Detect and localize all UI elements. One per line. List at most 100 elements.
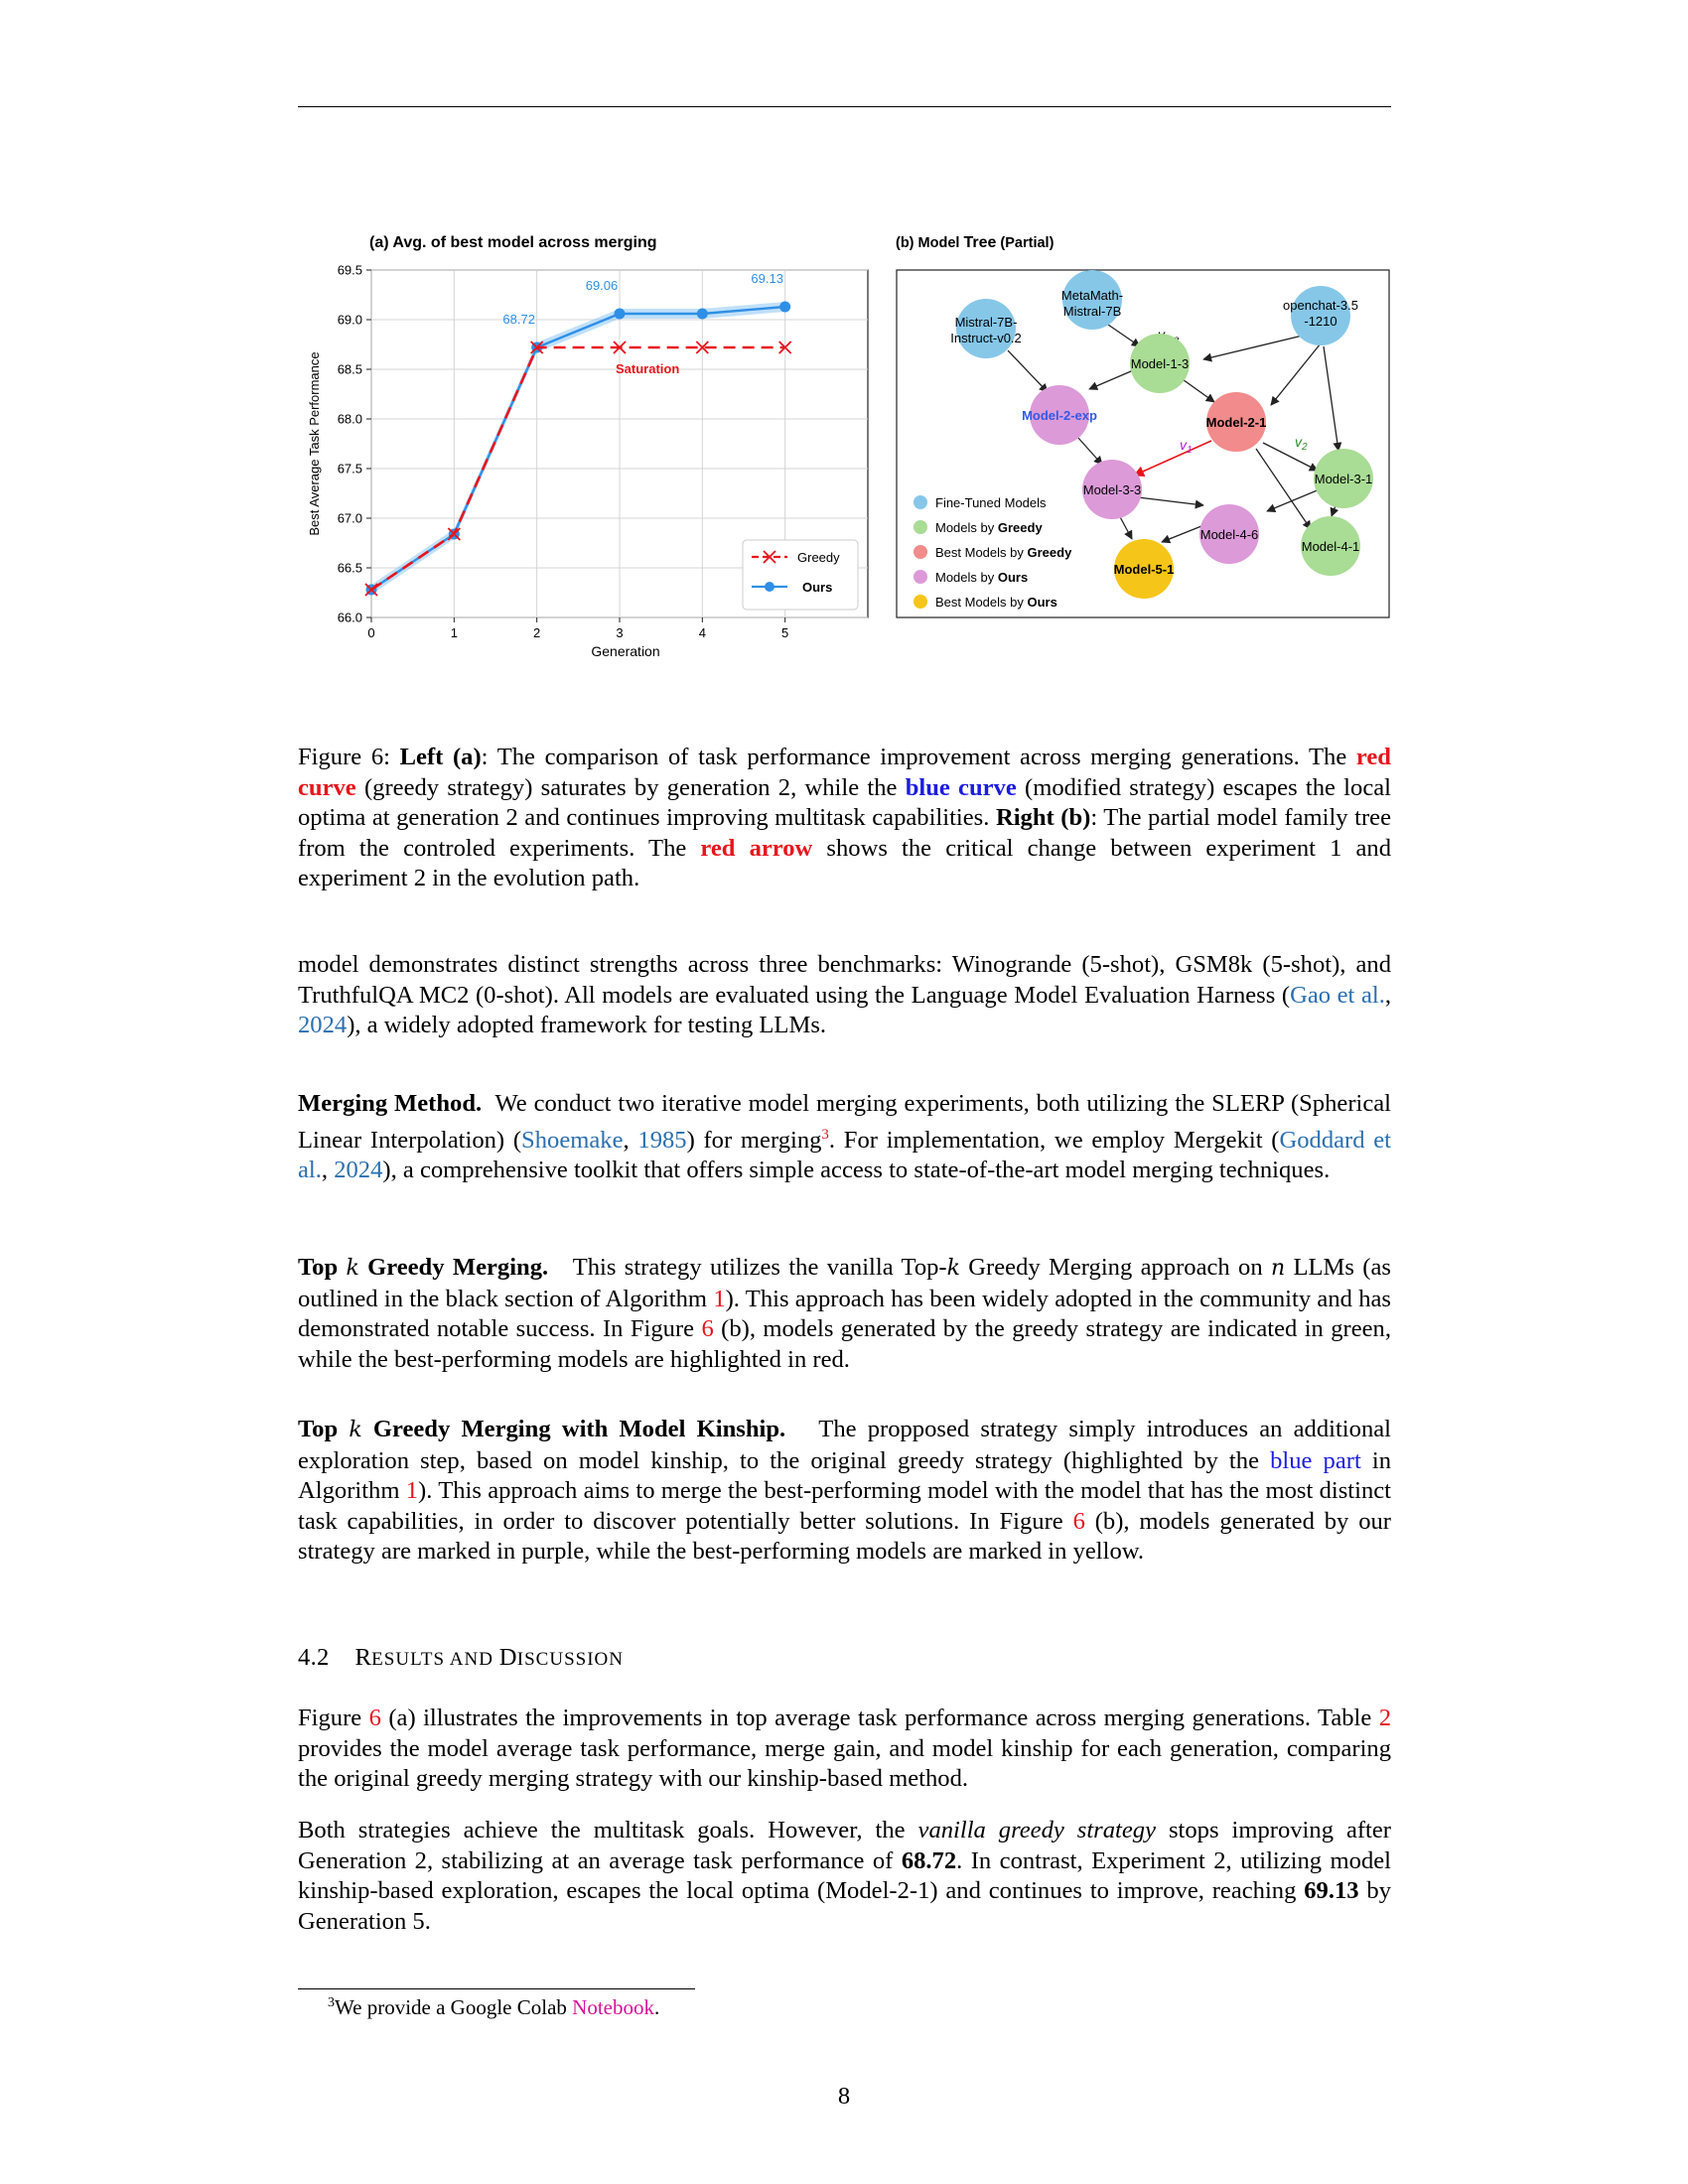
kinship-text-b: in Algorithm bbox=[298, 1446, 1392, 1505]
node-metamath: MetaMath- Mistral-7B bbox=[1061, 270, 1123, 330]
edge-openchat-to-model-3-1 bbox=[1323, 345, 1342, 452]
header-rule bbox=[298, 106, 1391, 107]
x-tick-label: 0 bbox=[367, 625, 374, 640]
data-labels: 68.72 69.06 69.13 bbox=[502, 271, 783, 327]
caption-red-curve: red curve bbox=[298, 744, 1391, 801]
x-tick-label: 5 bbox=[781, 625, 788, 640]
greedy-text-b: Greedy Merging approach on bbox=[959, 1254, 1271, 1281]
series-greedy-point bbox=[613, 341, 627, 354]
legend-fine-tuned-label: Fine-Tuned Models bbox=[935, 495, 1047, 510]
caption-text-3: (modified strategy) escapes the local op… bbox=[298, 773, 1391, 832]
greedy-k: k bbox=[946, 1256, 960, 1281]
citation-goddard-author[interactable]: Goddard et al. bbox=[298, 1126, 1392, 1184]
caption-text-1: : The comparison of task performance imp… bbox=[481, 744, 1356, 770]
node-model-2-exp-label: Model-2-exp bbox=[1022, 408, 1097, 423]
edge-model-3-3-to-model-4-6 bbox=[1137, 496, 1204, 509]
legend-ours-bold: Ours bbox=[998, 570, 1028, 585]
greedy-text-c: LLMs (as outlined in the black section o… bbox=[298, 1254, 1391, 1312]
edge-openchat-to-model-1-3 bbox=[1202, 333, 1312, 362]
table-ref[interactable]: 2 bbox=[1378, 1705, 1392, 1731]
series-ours-point bbox=[696, 308, 708, 320]
section-title-iscussion: ISCUSSION bbox=[516, 1649, 624, 1670]
node-metamath-label-2: Mistral-7B bbox=[1063, 304, 1122, 319]
chart-legend: Greedy Ours bbox=[742, 539, 859, 611]
para1-sep: , bbox=[1384, 981, 1391, 1009]
citation-gao-author[interactable]: Gao et al. bbox=[1290, 981, 1385, 1009]
node-mistral-label-1: Mistral-7B- bbox=[955, 315, 1018, 330]
node-model-4-6: Model-4-6 bbox=[1199, 504, 1259, 564]
diagram-title-suffix: (Partial) bbox=[996, 235, 1054, 251]
para1-text-b: ), a widely adopted framework for testin… bbox=[347, 1012, 827, 1038]
data-label: 69.13 bbox=[751, 271, 783, 286]
node-model-4-1-circle bbox=[1301, 516, 1360, 576]
legend-greedy-marker bbox=[763, 550, 776, 564]
legend-best-greedy-swatch bbox=[914, 545, 927, 559]
citation-gao-year[interactable]: 2024 bbox=[298, 1012, 348, 1038]
node-model-4-1-label: Model-4-1 bbox=[1302, 539, 1360, 554]
notebook-link[interactable]: Notebook bbox=[572, 1995, 654, 2019]
node-model-2-1-circle bbox=[1206, 392, 1266, 452]
x-tick-label: 3 bbox=[616, 625, 623, 640]
node-model-3-3-circle bbox=[1082, 460, 1142, 519]
series-greedy-point bbox=[364, 583, 378, 597]
both-value-2: 69.13 bbox=[1304, 1877, 1359, 1904]
legend-greedy-bold: Greedy bbox=[998, 520, 1044, 535]
section-title-d: D bbox=[498, 1644, 517, 1671]
citation-shoemake-year[interactable]: 1985 bbox=[637, 1126, 687, 1154]
caption-red-arrow: red arrow bbox=[700, 834, 813, 862]
y-tick-label: 67.0 bbox=[338, 511, 362, 526]
edge-mistral-to-model-2-exp bbox=[1007, 349, 1049, 393]
legend-ours-label: Ours bbox=[802, 580, 832, 595]
figure-ref[interactable]: 6 bbox=[1072, 1507, 1085, 1535]
footnote-text: We provide a Google Colab bbox=[335, 1995, 573, 2019]
node-model-5-1-circle bbox=[1114, 539, 1174, 599]
legend-ours-prefix: Models by bbox=[935, 570, 998, 585]
node-openchat-label-1: openchat-3.5 bbox=[1283, 298, 1358, 313]
y-tick-label: 69.5 bbox=[338, 263, 362, 278]
footnote-end: . bbox=[654, 1995, 660, 2019]
x-tick-label: 4 bbox=[699, 625, 706, 640]
citation-shoemake-author[interactable]: Shoemake bbox=[521, 1126, 624, 1154]
ours-confidence-band bbox=[371, 302, 785, 595]
node-model-3-1-circle bbox=[1314, 449, 1373, 508]
algorithm-ref[interactable]: 1 bbox=[713, 1285, 726, 1312]
node-model-5-1-label: Model-5-1 bbox=[1114, 562, 1175, 577]
merging-heading: Merging Method. bbox=[298, 1090, 483, 1117]
x-tick-label: 1 bbox=[451, 625, 458, 640]
greedy-heading-a: Top bbox=[298, 1254, 347, 1281]
legend-greedy-prefix: Models by bbox=[935, 520, 998, 535]
figure-caption: Figure 6: Left (a): The comparison of ta… bbox=[298, 743, 1391, 894]
edge-label-v2: v2 bbox=[1295, 434, 1308, 453]
legend-fine-tuned-swatch bbox=[914, 495, 927, 509]
results-text-a: Figure bbox=[298, 1705, 369, 1731]
section-heading: 4.2 RESULTS AND DISCUSSION bbox=[298, 1644, 624, 1672]
series-ours-point bbox=[614, 308, 626, 320]
legend-best-greedy-label: Best Models by Greedy bbox=[935, 545, 1072, 560]
node-model-2-1: Model-2-1 bbox=[1206, 392, 1266, 452]
legend-greedy-label: Greedy bbox=[797, 550, 840, 565]
citation-goddard-year[interactable]: 2024 bbox=[334, 1157, 383, 1184]
greedy-text-d: ). This approach has been widely adopted… bbox=[298, 1285, 1391, 1343]
footnote: 3We provide a Google Colab Notebook. bbox=[328, 1995, 659, 2020]
figure-ref[interactable]: 6 bbox=[701, 1315, 714, 1342]
edge-model-2-1-to-model-4-1 bbox=[1255, 448, 1312, 530]
saturation-annotation: Saturation bbox=[616, 361, 679, 376]
line-chart-a: (a) Avg. of best model across merging 66… bbox=[307, 234, 869, 659]
series-greedy-point bbox=[447, 527, 461, 541]
results-text-b: (a) illustrates the improvements in top … bbox=[380, 1705, 1379, 1731]
footnote-mark[interactable]: 3 bbox=[821, 1126, 829, 1143]
kinship-heading-a: Top bbox=[298, 1416, 350, 1442]
legend-best-greedy-bold: Greedy bbox=[1028, 545, 1073, 560]
node-model-4-6-label: Model-4-6 bbox=[1200, 527, 1259, 542]
kinship-blue-part: blue part bbox=[1270, 1446, 1361, 1474]
edge-label-v1-main: v bbox=[1180, 437, 1188, 453]
data-label: 68.72 bbox=[502, 312, 535, 327]
edge-label-v1: v1 bbox=[1180, 437, 1193, 456]
node-openchat-circle bbox=[1291, 286, 1350, 345]
caption-text-2: (greedy strategy) saturates by generatio… bbox=[355, 773, 906, 801]
merging-text-b: ) for merging bbox=[686, 1126, 822, 1154]
results-text-c: provides the model average task performa… bbox=[298, 1734, 1391, 1793]
figure-ref[interactable]: 6 bbox=[368, 1705, 381, 1731]
algorithm-ref[interactable]: 1 bbox=[405, 1477, 419, 1504]
edge-model-2-exp-to-model-3-3 bbox=[1076, 436, 1103, 466]
